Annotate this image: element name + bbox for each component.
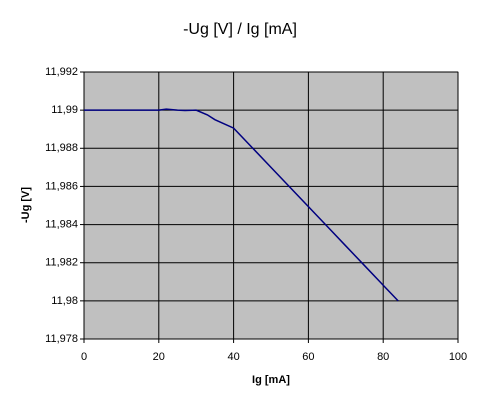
y-tick-label: 11,99 xyxy=(51,104,78,116)
y-axis-label: -Ug [V] xyxy=(20,187,32,223)
y-tick-label: 11,986 xyxy=(45,180,78,192)
x-tick-label: 40 xyxy=(227,351,239,363)
x-tick-label: 0 xyxy=(81,351,87,363)
y-tick-label: 11,982 xyxy=(45,257,78,269)
chart-title: -Ug [V] / Ig [mA] xyxy=(183,21,297,38)
y-tick-label: 11,978 xyxy=(45,333,78,345)
data-line xyxy=(84,108,399,302)
plot-area xyxy=(83,71,459,340)
x-tick-label: 100 xyxy=(449,351,467,363)
x-tick-label: 80 xyxy=(377,351,389,363)
y-tick-label: 11,988 xyxy=(45,142,78,154)
y-tick-label: 11,992 xyxy=(45,66,78,78)
x-tick-label: 20 xyxy=(153,351,165,363)
y-tick-label: 11,984 xyxy=(45,218,78,230)
x-axis-label: Ig [mA] xyxy=(252,374,290,386)
y-tick-label: 11,98 xyxy=(51,295,78,307)
x-tick-label: 60 xyxy=(302,351,314,363)
